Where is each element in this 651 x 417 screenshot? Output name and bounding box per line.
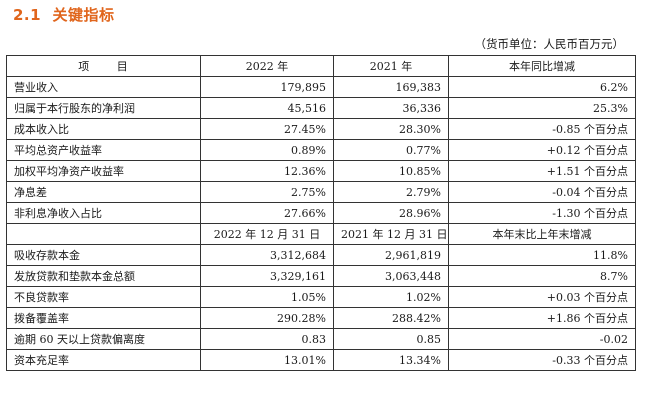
table-row: 成本收入比 27.45% 28.30% -0.85 个百分点 (6, 118, 636, 140)
row-label: 发放贷款和垫款本金总额 (6, 265, 201, 287)
value-cell: 45,516 (200, 97, 334, 119)
row-label: 不良贷款率 (6, 286, 201, 308)
value-cell: 28.30% (333, 118, 449, 140)
header-cell: 本年末比上年末增减 (448, 223, 636, 245)
value-cell: 2.75% (200, 181, 334, 203)
table2-header-row: 2022 年 12 月 31 日 2021 年 12 月 31 日 本年末比上年… (6, 223, 636, 245)
change-cell: 6.2% (448, 76, 636, 98)
value-cell: 3,063,448 (333, 265, 449, 287)
header-cell: 项 目 (6, 55, 201, 77)
row-label: 归属于本行股东的净利润 (6, 97, 201, 119)
value-cell: 1.05% (200, 286, 334, 308)
row-label: 资本充足率 (6, 349, 201, 371)
change-cell: -1.30 个百分点 (448, 202, 636, 224)
change-cell: +0.12 个百分点 (448, 139, 636, 161)
key-indicators-table: 项 目 2022 年 2021 年 本年同比增减 营业收入 179,895 16… (6, 55, 636, 371)
value-cell: 0.77% (333, 139, 449, 161)
value-cell: 290.28% (200, 307, 334, 329)
value-cell: 28.96% (333, 202, 449, 224)
row-label: 拨备覆盖率 (6, 307, 201, 329)
row-label: 吸收存款本金 (6, 244, 201, 266)
header-cell: 本年同比增减 (448, 55, 636, 77)
currency-unit-note: （货币单位：人民币百万元） (474, 37, 625, 51)
table-row: 发放贷款和垫款本金总额 3,329,161 3,063,448 8.7% (6, 265, 636, 287)
row-label: 营业收入 (6, 76, 201, 98)
table-row: 归属于本行股东的净利润 45,516 36,336 25.3% (6, 97, 636, 119)
value-cell: 2,961,819 (333, 244, 449, 266)
table-row: 营业收入 179,895 169,383 6.2% (6, 76, 636, 98)
value-cell: 13.01% (200, 349, 334, 371)
row-label: 逾期 60 天以上贷款偏离度 (6, 328, 201, 350)
change-cell: -0.33 个百分点 (448, 349, 636, 371)
header-cell (6, 223, 201, 245)
row-label: 净息差 (6, 181, 201, 203)
change-cell: -0.02 (448, 328, 636, 350)
header-cell: 2022 年 (200, 55, 334, 77)
value-cell: 0.83 (200, 328, 334, 350)
table-row: 平均总资产收益率 0.89% 0.77% +0.12 个百分点 (6, 139, 636, 161)
value-cell: 288.42% (333, 307, 449, 329)
value-cell: 0.89% (200, 139, 334, 161)
header-cell: 2022 年 12 月 31 日 (200, 223, 334, 245)
table-row: 拨备覆盖率 290.28% 288.42% +1.86 个百分点 (6, 307, 636, 329)
value-cell: 3,329,161 (200, 265, 334, 287)
table-row: 逾期 60 天以上贷款偏离度 0.83 0.85 -0.02 (6, 328, 636, 350)
value-cell: 27.45% (200, 118, 334, 140)
value-cell: 12.36% (200, 160, 334, 182)
table-row: 非利息净收入占比 27.66% 28.96% -1.30 个百分点 (6, 202, 636, 224)
change-cell: 8.7% (448, 265, 636, 287)
value-cell: 3,312,684 (200, 244, 334, 266)
table-row: 资本充足率 13.01% 13.34% -0.33 个百分点 (6, 349, 636, 371)
row-label: 成本收入比 (6, 118, 201, 140)
value-cell: 10.85% (333, 160, 449, 182)
value-cell: 36,336 (333, 97, 449, 119)
table-row: 吸收存款本金 3,312,684 2,961,819 11.8% (6, 244, 636, 266)
table-row: 不良贷款率 1.05% 1.02% +0.03 个百分点 (6, 286, 636, 308)
header-cell: 2021 年 12 月 31 日 (333, 223, 449, 245)
change-cell: -0.85 个百分点 (448, 118, 636, 140)
change-cell: 25.3% (448, 97, 636, 119)
section-title-text: 关键指标 (52, 6, 115, 24)
row-label: 加权平均净资产收益率 (6, 160, 201, 182)
change-cell: 11.8% (448, 244, 636, 266)
change-cell: -0.04 个百分点 (448, 181, 636, 203)
value-cell: 1.02% (333, 286, 449, 308)
section-number: 2.1 (13, 6, 42, 24)
change-cell: +0.03 个百分点 (448, 286, 636, 308)
header-cell: 2021 年 (333, 55, 449, 77)
value-cell: 27.66% (200, 202, 334, 224)
value-cell: 0.85 (333, 328, 449, 350)
row-label: 非利息净收入占比 (6, 202, 201, 224)
table1-header-row: 项 目 2022 年 2021 年 本年同比增减 (6, 55, 636, 77)
table-row: 加权平均净资产收益率 12.36% 10.85% +1.51 个百分点 (6, 160, 636, 182)
value-cell: 179,895 (200, 76, 334, 98)
value-cell: 169,383 (333, 76, 449, 98)
row-label: 平均总资产收益率 (6, 139, 201, 161)
value-cell: 2.79% (333, 181, 449, 203)
change-cell: +1.51 个百分点 (448, 160, 636, 182)
value-cell: 13.34% (333, 349, 449, 371)
section-heading: 2.1 关键指标 (13, 4, 115, 25)
change-cell: +1.86 个百分点 (448, 307, 636, 329)
table-row: 净息差 2.75% 2.79% -0.04 个百分点 (6, 181, 636, 203)
